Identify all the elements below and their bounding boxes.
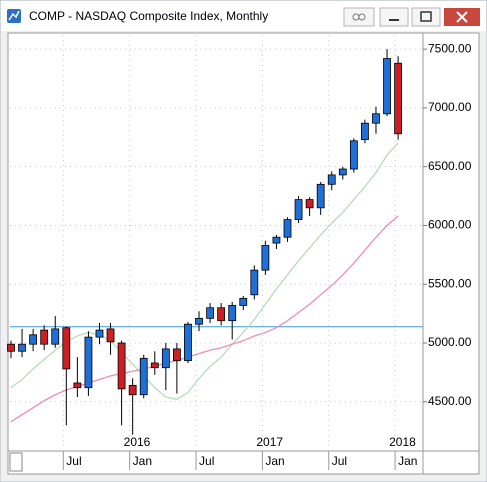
chart-panel: [7, 32, 480, 475]
candle-body: [172, 348, 181, 362]
app-icon-glyph: [8, 10, 20, 21]
candle-body: [283, 219, 292, 238]
candle-body: [217, 307, 226, 322]
candle-body: [128, 384, 137, 396]
candle-body: [195, 317, 203, 325]
y-tick-label: 5000.00: [428, 335, 472, 349]
maximize-glyph: [420, 11, 432, 22]
candle-body: [383, 58, 391, 115]
moving-average: [10, 142, 399, 401]
candle-body: [361, 122, 369, 141]
candle-body: [305, 199, 314, 209]
candle-body: [73, 382, 82, 389]
candle-body: [294, 199, 303, 220]
candle-body: [51, 328, 60, 345]
y-tick-label: 6000.00: [428, 218, 472, 232]
x-tick-label: Jan: [133, 454, 152, 468]
candle-body: [150, 362, 159, 369]
maximize-button[interactable]: [411, 7, 441, 27]
candle-body: [95, 329, 104, 338]
candle-body: [18, 343, 26, 352]
year-label: 2018: [389, 435, 416, 449]
candle-body: [62, 327, 71, 370]
plot: 4500.00 5000.00 5500.00 6000.00 6500.00 7000.…: [7, 35, 472, 470]
candle-body: [261, 245, 270, 271]
candle-body: [84, 336, 93, 389]
candle-body: [228, 304, 237, 322]
y-tick-label: 4500.00: [428, 394, 472, 408]
x-tick-label: Jan: [398, 454, 417, 468]
candle-body: [372, 113, 380, 124]
candle-body: [106, 328, 115, 343]
candle-body: [139, 357, 148, 396]
candle-body: [349, 140, 358, 170]
x-tick-label: Jul: [332, 454, 347, 468]
x-tick-label: Jul: [66, 454, 81, 468]
candle-body: [338, 168, 347, 176]
link-glyph: [358, 13, 366, 21]
candle-body: [394, 62, 403, 135]
y-tick-label: 7000.00: [428, 100, 472, 114]
x-tick-label: Jul: [199, 454, 214, 468]
scroll-box[interactable]: [9, 452, 23, 472]
window-title: COMP - NASDAQ Composite Index, Monthly: [29, 9, 268, 23]
year-label: 2016: [124, 435, 151, 449]
y-tick-label: 6500.00: [428, 159, 472, 173]
candle-body: [184, 323, 192, 362]
candle-body: [40, 329, 49, 345]
minimize-button[interactable]: [379, 7, 409, 27]
candle-body: [250, 269, 259, 296]
candle-body: [272, 236, 281, 244]
y-tick-label: 7500.00: [428, 41, 472, 55]
candle-body: [239, 297, 248, 306]
y-tick-label: 5500.00: [428, 276, 472, 290]
x-tick-label: Jan: [265, 454, 284, 468]
candle-body: [327, 174, 336, 185]
year-label: 2017: [256, 435, 283, 449]
candle-body: [29, 334, 38, 345]
candle-body: [316, 183, 325, 209]
close-glyph: [456, 11, 468, 23]
candle-body: [117, 342, 126, 390]
candle-body: [161, 348, 170, 369]
candle-body: [7, 343, 15, 352]
candle-body: [206, 307, 214, 319]
